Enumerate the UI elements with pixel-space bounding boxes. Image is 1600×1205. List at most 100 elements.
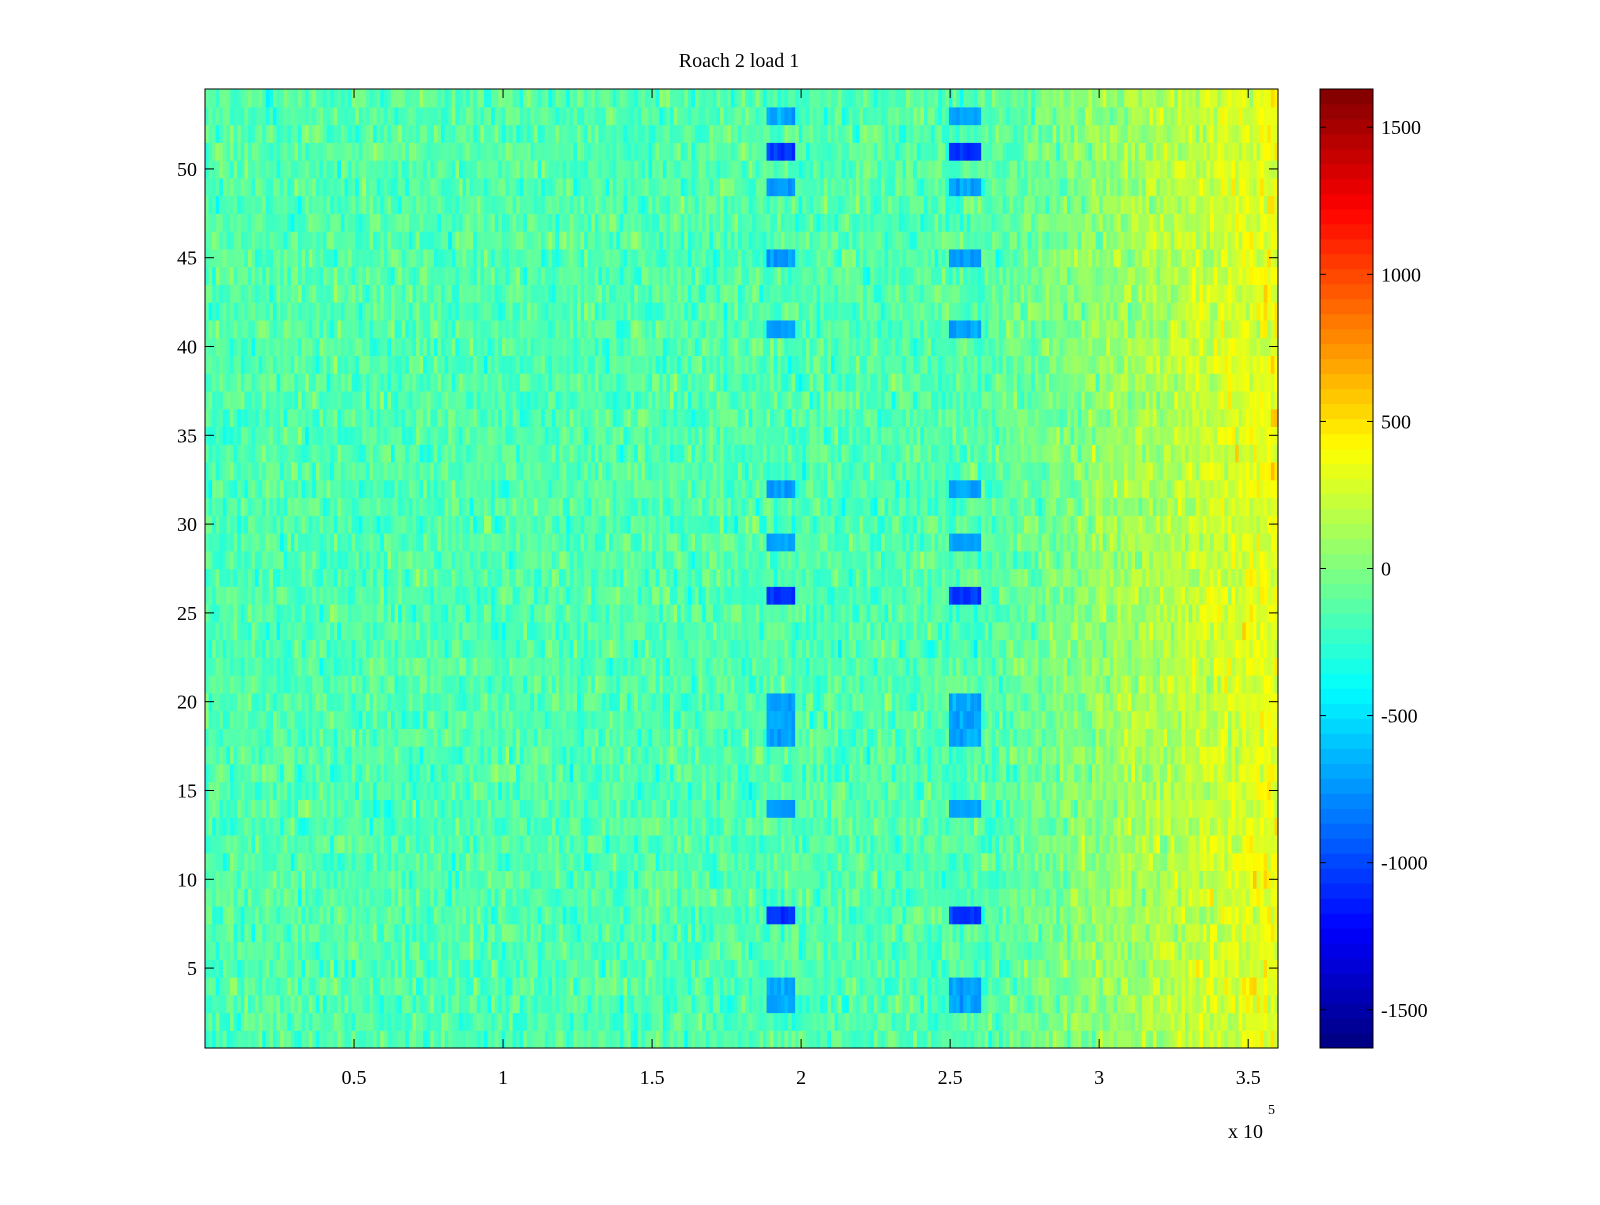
heatmap-cell — [455, 852, 460, 872]
heatmap-cell — [845, 1030, 850, 1049]
heatmap-cell — [966, 1030, 972, 1049]
heatmap-cell — [215, 959, 220, 978]
heatmap-cell — [344, 1012, 349, 1031]
heatmap-cell — [1238, 959, 1243, 978]
heatmap-cell — [494, 746, 499, 765]
heatmap-cell — [702, 941, 707, 960]
heatmap-cell — [1242, 959, 1247, 978]
heatmap-cell — [720, 976, 725, 996]
heatmap-cell — [723, 1012, 728, 1031]
heatmap-cell — [491, 888, 496, 907]
heatmap-cell — [1256, 976, 1261, 996]
heatmap-cell — [798, 834, 803, 854]
heatmap-cell — [1070, 941, 1075, 960]
heatmap-cell — [995, 763, 1000, 783]
heatmap-cell — [991, 763, 997, 783]
heatmap-cell — [451, 994, 456, 1014]
heatmap-cell — [323, 1012, 328, 1031]
heatmap-cell — [376, 746, 381, 765]
heatmap-cell — [934, 1030, 939, 1049]
heatmap-cell — [326, 852, 331, 872]
heatmap-cell — [297, 976, 303, 996]
heatmap-cell — [1138, 852, 1143, 872]
heatmap-cell — [669, 852, 675, 872]
heatmap-cell — [923, 959, 929, 978]
heatmap-cell — [247, 763, 253, 783]
heatmap-cell — [648, 834, 653, 854]
heatmap-cell — [1084, 852, 1090, 872]
heatmap-cell — [1052, 888, 1057, 907]
heatmap-cell — [934, 1012, 939, 1031]
heatmap-cell — [212, 870, 217, 889]
heatmap-cell — [1106, 1030, 1111, 1049]
heatmap-cell — [426, 1012, 431, 1031]
heatmap-cell — [562, 959, 567, 978]
heatmap-cell — [659, 799, 664, 818]
heatmap-cell — [802, 923, 807, 943]
heatmap-cell — [491, 817, 496, 836]
heatmap-cell — [662, 923, 667, 943]
heatmap-cell — [956, 870, 961, 889]
heatmap-cell — [573, 834, 578, 854]
heatmap-cell — [315, 1012, 321, 1031]
heatmap-cell — [226, 763, 231, 783]
heatmap-cell — [212, 1012, 217, 1031]
heatmap-cell — [716, 994, 721, 1014]
heatmap-cell — [788, 781, 793, 800]
heatmap-cell — [287, 905, 292, 925]
heatmap-cell — [280, 941, 285, 960]
heatmap-cell — [845, 834, 850, 854]
heatmap-cell — [280, 834, 285, 854]
heatmap-cell — [723, 888, 728, 907]
heatmap-cell — [262, 852, 267, 872]
heatmap-cell — [326, 888, 331, 907]
heatmap-cell — [1124, 959, 1129, 978]
heatmap-cell — [594, 870, 600, 889]
heatmap-cell — [408, 1030, 414, 1049]
heatmap-cell — [591, 1012, 596, 1031]
heatmap-cell — [333, 905, 338, 925]
heatmap-cell — [398, 888, 403, 907]
heatmap-cell — [1142, 817, 1147, 836]
heatmap-cell — [1170, 976, 1175, 996]
heatmap-cell — [970, 941, 975, 960]
heatmap-cell — [991, 1030, 997, 1049]
heatmap-cell — [938, 994, 943, 1014]
heatmap-cell — [398, 976, 403, 996]
heatmap-cell — [247, 976, 253, 996]
heatmap-cell — [909, 799, 914, 818]
heatmap-cell — [809, 959, 814, 978]
heatmap-cell — [534, 941, 539, 960]
heatmap-cell — [330, 834, 335, 854]
heatmap-cell — [1074, 994, 1079, 1014]
heatmap-cell — [941, 1012, 946, 1031]
heatmap-cell — [348, 763, 353, 783]
heatmap-cell — [702, 763, 707, 783]
heatmap-cell — [784, 994, 789, 1014]
heatmap-cell — [1195, 888, 1200, 907]
heatmap-cell — [702, 959, 707, 978]
heatmap-cell — [1167, 905, 1172, 925]
heatmap-cell — [780, 959, 786, 978]
heatmap-cell — [1095, 976, 1100, 996]
heatmap-cell — [205, 1012, 210, 1031]
heatmap-cell — [1231, 1012, 1236, 1031]
heatmap-cell — [662, 1030, 667, 1049]
heatmap-cell — [1260, 959, 1265, 978]
heatmap-cell — [1213, 923, 1218, 943]
heatmap-cell — [458, 763, 464, 783]
heatmap-cell — [544, 888, 549, 907]
heatmap-cell — [798, 763, 803, 783]
heatmap-cell — [205, 1030, 210, 1049]
heatmap-cell — [230, 923, 235, 943]
heatmap-cell — [1242, 870, 1247, 889]
heatmap-cell — [902, 888, 907, 907]
heatmap-cell — [276, 994, 281, 1014]
heatmap-cell — [215, 763, 220, 783]
heatmap-cell — [455, 1012, 460, 1031]
heatmap-cell — [444, 959, 449, 978]
heatmap-cell — [834, 888, 839, 907]
heatmap-cell — [416, 888, 421, 907]
heatmap-cell — [1041, 994, 1047, 1014]
heatmap-cell — [1235, 994, 1240, 1014]
